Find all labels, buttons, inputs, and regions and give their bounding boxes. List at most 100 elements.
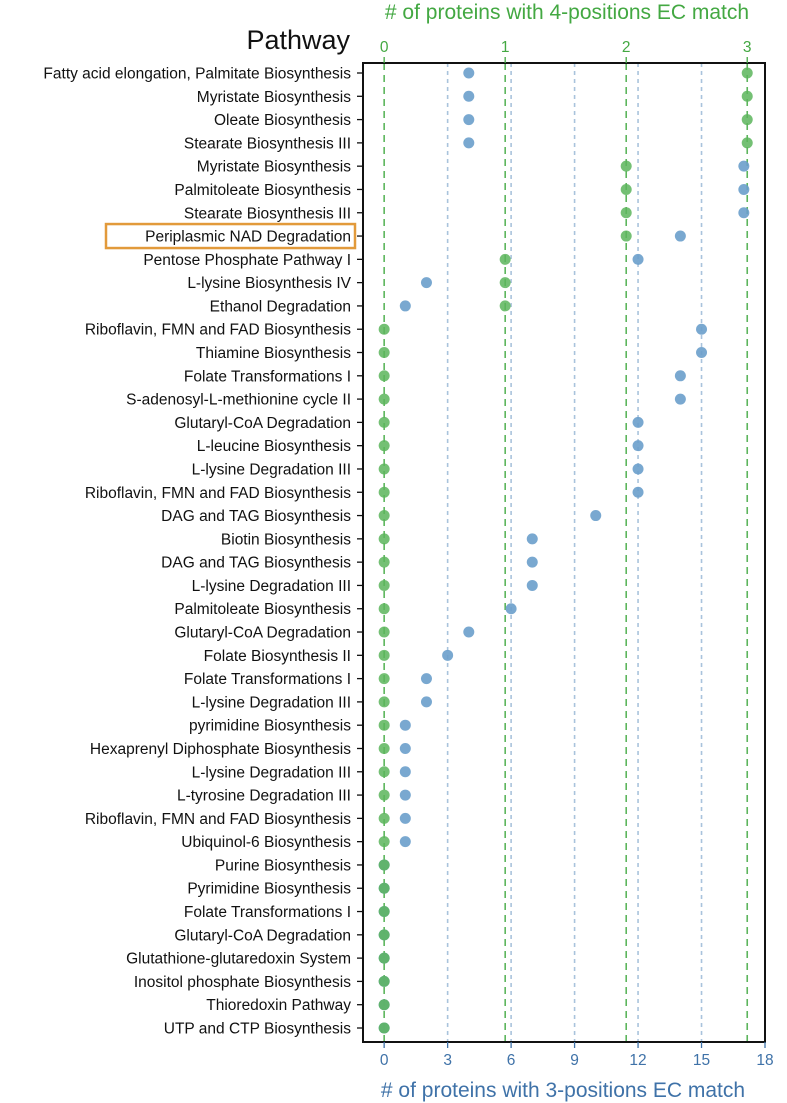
point-3pos [696,323,708,335]
point-4pos [378,766,390,778]
y-tick-label: Thioredoxin Pathway [206,997,351,1014]
series-3pos-points [378,67,750,1034]
point-4pos [499,277,511,289]
point-4pos [378,929,390,941]
top-x-tick-label: 0 [380,39,389,56]
point-4pos [378,486,390,498]
point-4pos [378,789,390,801]
point-3pos [738,207,750,219]
top-x-tick-label: 1 [501,39,510,56]
y-tick-label: UTP and CTP Biosynthesis [164,1021,351,1038]
y-tick-label: L-lysine Degradation III [192,461,351,478]
y-tick-label: Folate Transformations I [184,904,351,921]
y-tick-label: Stearate Biosynthesis III [184,205,351,222]
y-tick-label: Thiamine Biosynthesis [196,345,351,362]
y-tick-label: Folate Biosynthesis II [204,648,351,665]
y-tick-label: Folate Transformations I [184,671,351,688]
y-tick-label: Pyrimidine Biosynthesis [187,881,351,898]
top-gridlines [383,63,749,1042]
bottom-gridlines [446,63,703,1042]
point-4pos [378,556,390,568]
point-3pos [526,556,538,568]
point-4pos [378,579,390,591]
bottom-x-tick-label: 15 [693,1052,710,1069]
y-tick-label: L-leucine Biosynthesis [197,438,351,455]
point-4pos [378,812,390,824]
point-4pos [378,463,390,475]
point-3pos [738,183,750,195]
point-4pos [499,300,511,312]
point-4pos [378,673,390,685]
y-tick-label: pyrimidine Biosynthesis [189,718,351,735]
point-3pos [399,742,411,754]
point-4pos [378,603,390,615]
series-4pos-points [378,67,753,1034]
point-4pos [378,416,390,428]
y-tick-label: Oleate Biosynthesis [214,112,351,129]
y-tick-label: Glutaryl-CoA Degradation [174,625,351,642]
point-4pos [378,906,390,918]
y-tick-label: Ubiquinol-6 Biosynthesis [181,834,351,851]
y-tick-label: DAG and TAG Biosynthesis [161,508,351,525]
top-x-tick-label: 3 [743,39,752,56]
point-4pos [741,90,753,102]
point-3pos [463,114,475,126]
point-3pos [463,137,475,149]
point-4pos [378,999,390,1011]
y-tick-label: Myristate Biosynthesis [197,159,351,176]
bottom-x-tick-label: 9 [570,1052,579,1069]
y-tick-label: Fatty acid elongation, Palmitate Biosynt… [43,66,351,83]
bottom-x-tick-label: 18 [756,1052,773,1069]
y-tick-label: Pentose Phosphate Pathway I [143,252,351,269]
point-3pos [399,836,411,848]
y-tick-labels: Fatty acid elongation, Palmitate Biosynt… [43,66,351,1038]
point-4pos [620,207,632,219]
point-4pos [378,323,390,335]
point-3pos [632,440,644,452]
bottom-x-tick-label: 12 [629,1052,646,1069]
y-tick-label: Riboflavin, FMN and FAD Biosynthesis [85,322,351,339]
y-tick-label: Riboflavin, FMN and FAD Biosynthesis [85,811,351,828]
point-4pos [378,696,390,708]
y-tick-label: Inositol phosphate Biosynthesis [134,974,351,991]
y-tick-label: Folate Transformations I [184,368,351,385]
point-3pos [399,812,411,824]
y-tick-label: Purine Biosynthesis [215,857,351,874]
point-4pos [741,67,753,79]
point-3pos [399,300,411,312]
bottom-axis-title: # of proteins with 3-positions EC match [381,1079,745,1102]
point-3pos [674,393,686,405]
point-3pos [463,90,475,102]
point-4pos [378,533,390,545]
y-tick-label: Hexaprenyl Diphosphate Biosynthesis [90,741,351,758]
point-4pos [378,370,390,382]
point-4pos [620,230,632,242]
point-3pos [590,510,602,522]
point-4pos [378,440,390,452]
point-3pos [420,673,432,685]
y-tick-label: Palmitoleate Biosynthesis [174,601,351,618]
point-4pos [378,719,390,731]
top-x-ticks: 0 1 2 3 [380,39,752,63]
bottom-x-tick-label: 3 [443,1052,452,1069]
y-ticks [357,72,363,1029]
point-3pos [632,253,644,265]
chart-title: Pathway [246,25,350,55]
point-4pos [741,137,753,149]
point-3pos [632,486,644,498]
y-tick-label: Ethanol Degradation [210,298,351,315]
y-tick-label: Biotin Biosynthesis [221,531,351,548]
point-4pos [378,393,390,405]
y-tick-label: S-adenosyl-L-methionine cycle II [126,392,351,409]
point-3pos [399,789,411,801]
plot-frame [362,62,766,1043]
y-tick-label: Glutaryl-CoA Degradation [174,415,351,432]
highlight-box [104,222,357,250]
point-4pos [378,882,390,894]
point-3pos [442,649,454,661]
y-tick-label: L-lysine Biosynthesis IV [187,275,351,292]
top-x-tick-label: 2 [622,39,631,56]
point-3pos [526,533,538,545]
point-4pos [741,114,753,126]
